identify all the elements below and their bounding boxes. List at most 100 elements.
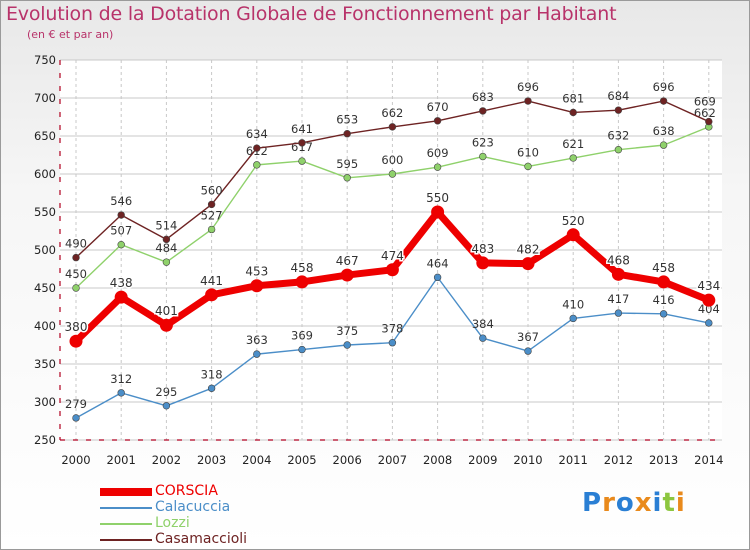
- data-label: 681: [562, 91, 584, 105]
- data-label: 641: [291, 122, 313, 136]
- data-point: [162, 235, 171, 244]
- legend-swatch: [100, 539, 152, 541]
- data-point: [162, 402, 171, 410]
- data-label: 662: [381, 106, 403, 120]
- data-point: [524, 97, 532, 105]
- x-tick-label: 2008: [423, 453, 452, 467]
- data-label: 464: [427, 256, 449, 270]
- data-label: 483: [471, 242, 494, 256]
- data-point: [614, 309, 623, 317]
- y-tick-label: 350: [34, 357, 56, 371]
- y-tick-label: 600: [34, 167, 56, 181]
- logo-letter: x: [634, 488, 653, 518]
- data-point: [343, 130, 351, 138]
- data-label: 550: [426, 191, 449, 205]
- data-label: 520: [562, 214, 585, 228]
- data-label: 632: [607, 129, 629, 143]
- x-tick-label: 2010: [513, 453, 542, 467]
- data-label: 546: [110, 194, 132, 208]
- data-point: [433, 273, 442, 282]
- data-point: [298, 157, 306, 165]
- data-point: [117, 389, 125, 397]
- data-label: 484: [155, 241, 177, 255]
- data-point: [250, 279, 264, 293]
- data-point: [69, 334, 83, 348]
- data-label: 380: [65, 320, 88, 334]
- data-label: 279: [65, 397, 87, 411]
- y-tick-label: 500: [34, 243, 56, 257]
- data-label: 670: [427, 100, 449, 114]
- data-point: [614, 106, 623, 114]
- data-point: [162, 258, 171, 266]
- data-label: 453: [245, 265, 268, 279]
- data-label: 507: [110, 224, 132, 238]
- data-point: [476, 256, 490, 270]
- data-label: 684: [607, 89, 629, 103]
- chart-title: Evolution de la Dotation Globale de Fonc…: [6, 3, 617, 25]
- x-tick-label: 2014: [694, 453, 723, 467]
- data-label: 638: [653, 124, 675, 138]
- data-point: [253, 144, 261, 152]
- data-label: 438: [110, 276, 133, 290]
- data-label: 375: [336, 324, 358, 338]
- data-point: [343, 341, 351, 349]
- data-label: 434: [697, 279, 720, 293]
- data-point: [72, 284, 80, 292]
- data-label: 696: [517, 80, 539, 94]
- legend-swatch: [100, 507, 152, 509]
- data-point: [388, 170, 397, 178]
- x-tick-label: 2004: [242, 453, 271, 467]
- data-point: [388, 339, 397, 347]
- data-label: 669: [694, 95, 716, 109]
- x-tick-label: 2012: [604, 453, 633, 467]
- data-label: 318: [201, 367, 223, 381]
- data-label: 490: [65, 237, 87, 251]
- data-point: [433, 163, 442, 171]
- x-tick-label: 2005: [287, 453, 316, 467]
- data-point: [614, 145, 623, 154]
- data-point: [705, 319, 713, 327]
- data-label: 369: [291, 329, 313, 343]
- data-point: [343, 174, 351, 182]
- data-label: 595: [336, 157, 358, 171]
- y-tick-label: 550: [34, 205, 56, 219]
- data-point: [524, 347, 532, 355]
- x-tick-label: 2001: [107, 453, 136, 467]
- data-point: [298, 345, 306, 354]
- data-point: [705, 117, 713, 126]
- legend-swatch: [100, 488, 152, 496]
- data-point: [569, 154, 577, 162]
- data-label: 450: [65, 267, 87, 281]
- y-tick-label: 300: [34, 395, 56, 409]
- data-point: [521, 257, 535, 271]
- data-point: [253, 350, 261, 358]
- x-tick-label: 2003: [197, 453, 226, 467]
- logo-letter: r: [602, 488, 616, 518]
- data-point: [702, 293, 716, 307]
- data-label: 367: [517, 330, 539, 344]
- x-tick-label: 2009: [468, 453, 497, 467]
- legend-label: Casamaccioli: [155, 531, 248, 547]
- y-tick-label: 750: [34, 53, 56, 67]
- data-point: [569, 108, 577, 117]
- data-label: 683: [472, 90, 494, 104]
- data-label: 482: [517, 243, 540, 257]
- data-point: [479, 107, 487, 115]
- data-label: 416: [653, 293, 675, 307]
- data-point: [298, 139, 306, 147]
- y-tick-label: 400: [34, 319, 56, 333]
- data-point: [479, 334, 487, 342]
- data-point: [72, 253, 80, 262]
- data-label: 634: [246, 127, 268, 141]
- data-label: 600: [381, 153, 403, 167]
- data-point: [253, 161, 261, 169]
- y-tick-label: 650: [34, 129, 56, 143]
- data-point: [295, 275, 309, 289]
- data-point: [433, 117, 442, 125]
- data-label: 467: [336, 254, 359, 268]
- data-label: 560: [201, 183, 223, 197]
- logo-letter: P: [582, 488, 603, 518]
- x-tick-label: 2007: [378, 453, 407, 467]
- data-point: [659, 97, 668, 105]
- data-point: [388, 123, 397, 131]
